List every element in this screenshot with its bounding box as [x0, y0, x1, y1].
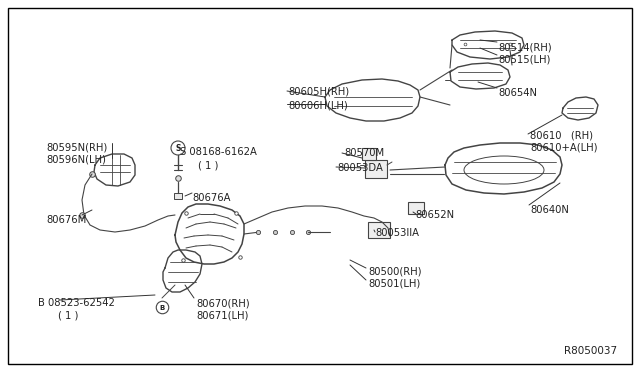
Text: 80515(LH): 80515(LH)	[498, 55, 550, 65]
Text: 80570M: 80570M	[344, 148, 384, 158]
Bar	[174, 193, 182, 199]
Text: 80606H(LH): 80606H(LH)	[288, 100, 348, 110]
Text: 80501(LH): 80501(LH)	[368, 279, 420, 289]
Bar	[362, 148, 376, 160]
Bar	[408, 202, 424, 214]
Text: 80596N(LH): 80596N(LH)	[46, 155, 106, 165]
Text: B: B	[159, 305, 164, 311]
Text: S 08168-6162A: S 08168-6162A	[180, 147, 257, 157]
Text: R8050037: R8050037	[564, 346, 617, 356]
Text: 80654N: 80654N	[498, 88, 537, 98]
Text: 80610   (RH): 80610 (RH)	[530, 130, 593, 140]
Text: ( 1 ): ( 1 )	[198, 160, 218, 170]
Text: 80676M: 80676M	[46, 215, 86, 225]
Text: 80605H(RH): 80605H(RH)	[288, 87, 349, 97]
Text: ( 1 ): ( 1 )	[58, 311, 78, 321]
Text: B 08523-62542: B 08523-62542	[38, 298, 115, 308]
Text: 80500(RH): 80500(RH)	[368, 266, 422, 276]
Bar	[368, 222, 390, 238]
Text: 80671(LH): 80671(LH)	[196, 311, 248, 321]
Text: 80652N: 80652N	[415, 210, 454, 220]
Text: 80053IIA: 80053IIA	[375, 228, 419, 238]
Text: 80640N: 80640N	[530, 205, 569, 215]
Text: 80676A: 80676A	[192, 193, 230, 203]
Text: S: S	[175, 144, 180, 153]
Text: 80053DA: 80053DA	[337, 163, 383, 173]
Text: 80595N(RH): 80595N(RH)	[46, 142, 108, 152]
Text: 80610+A(LH): 80610+A(LH)	[530, 143, 598, 153]
Bar	[365, 160, 387, 178]
Text: 80670(RH): 80670(RH)	[196, 298, 250, 308]
Text: 80514(RH): 80514(RH)	[498, 42, 552, 52]
